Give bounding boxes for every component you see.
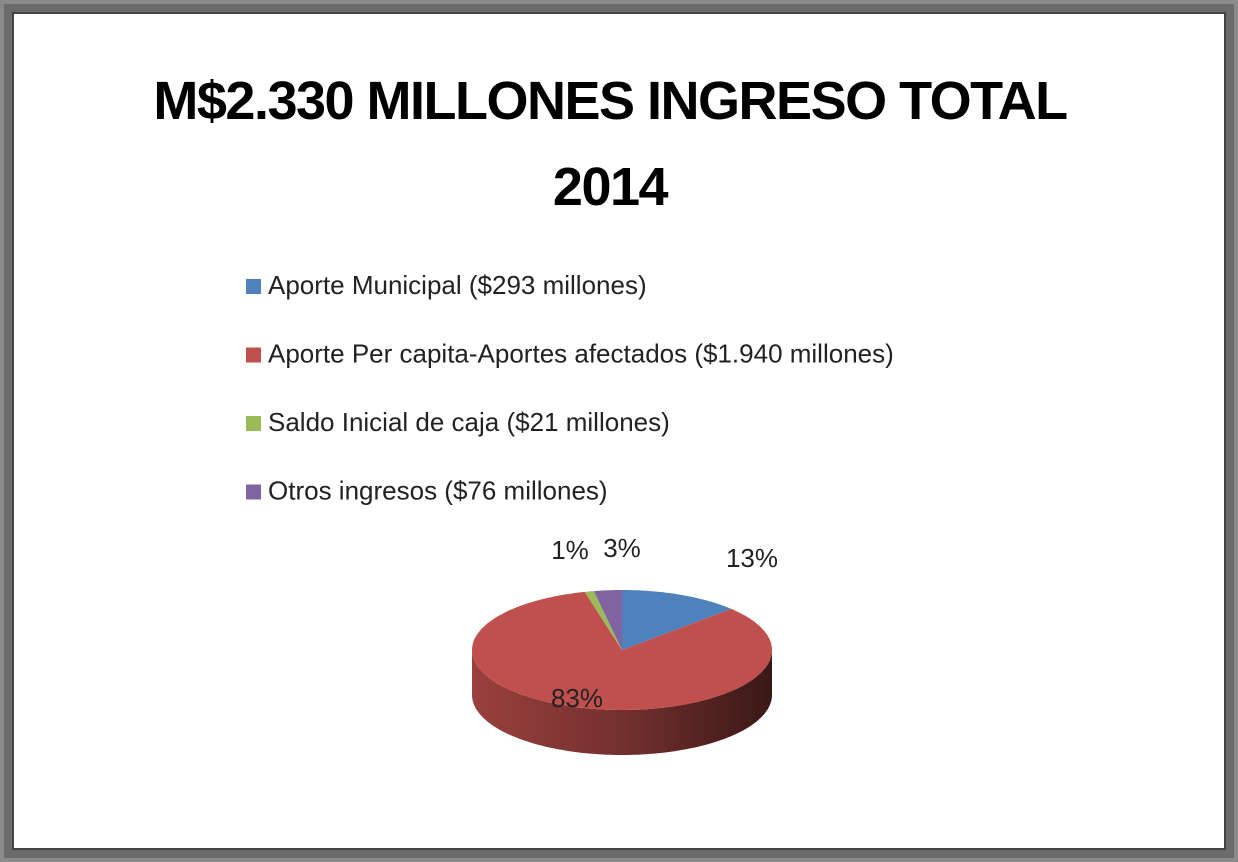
legend-label: Saldo Inicial de caja ($21 millones) [268,407,670,437]
legend-label: Aporte Per capita-Aportes afectados ($1.… [268,338,894,368]
slice-top [622,590,732,650]
legend-swatch [246,484,261,500]
chart-title: M$2.330 MILLONES INGRESO TOTAL 2014 [153,71,1068,217]
data-label: 3% [603,533,641,563]
slice-side [472,650,772,755]
data-label: 13% [726,543,778,573]
data-label: 83% [551,683,603,713]
pie-slice [593,590,622,650]
legend-label: Aporte Municipal ($293 millones) [268,270,647,300]
pie-slice [584,591,622,650]
slice-top [593,590,622,650]
legend-swatch [246,347,261,363]
data-label: 1% [551,535,589,565]
legend-label: Otros ingresos ($76 millones) [268,475,608,505]
legend-swatch [246,416,261,431]
legend-swatch [246,279,261,294]
pie-slice [622,590,732,650]
pie-slice [472,591,772,755]
slice-top [472,591,772,710]
slice-top [584,591,622,650]
